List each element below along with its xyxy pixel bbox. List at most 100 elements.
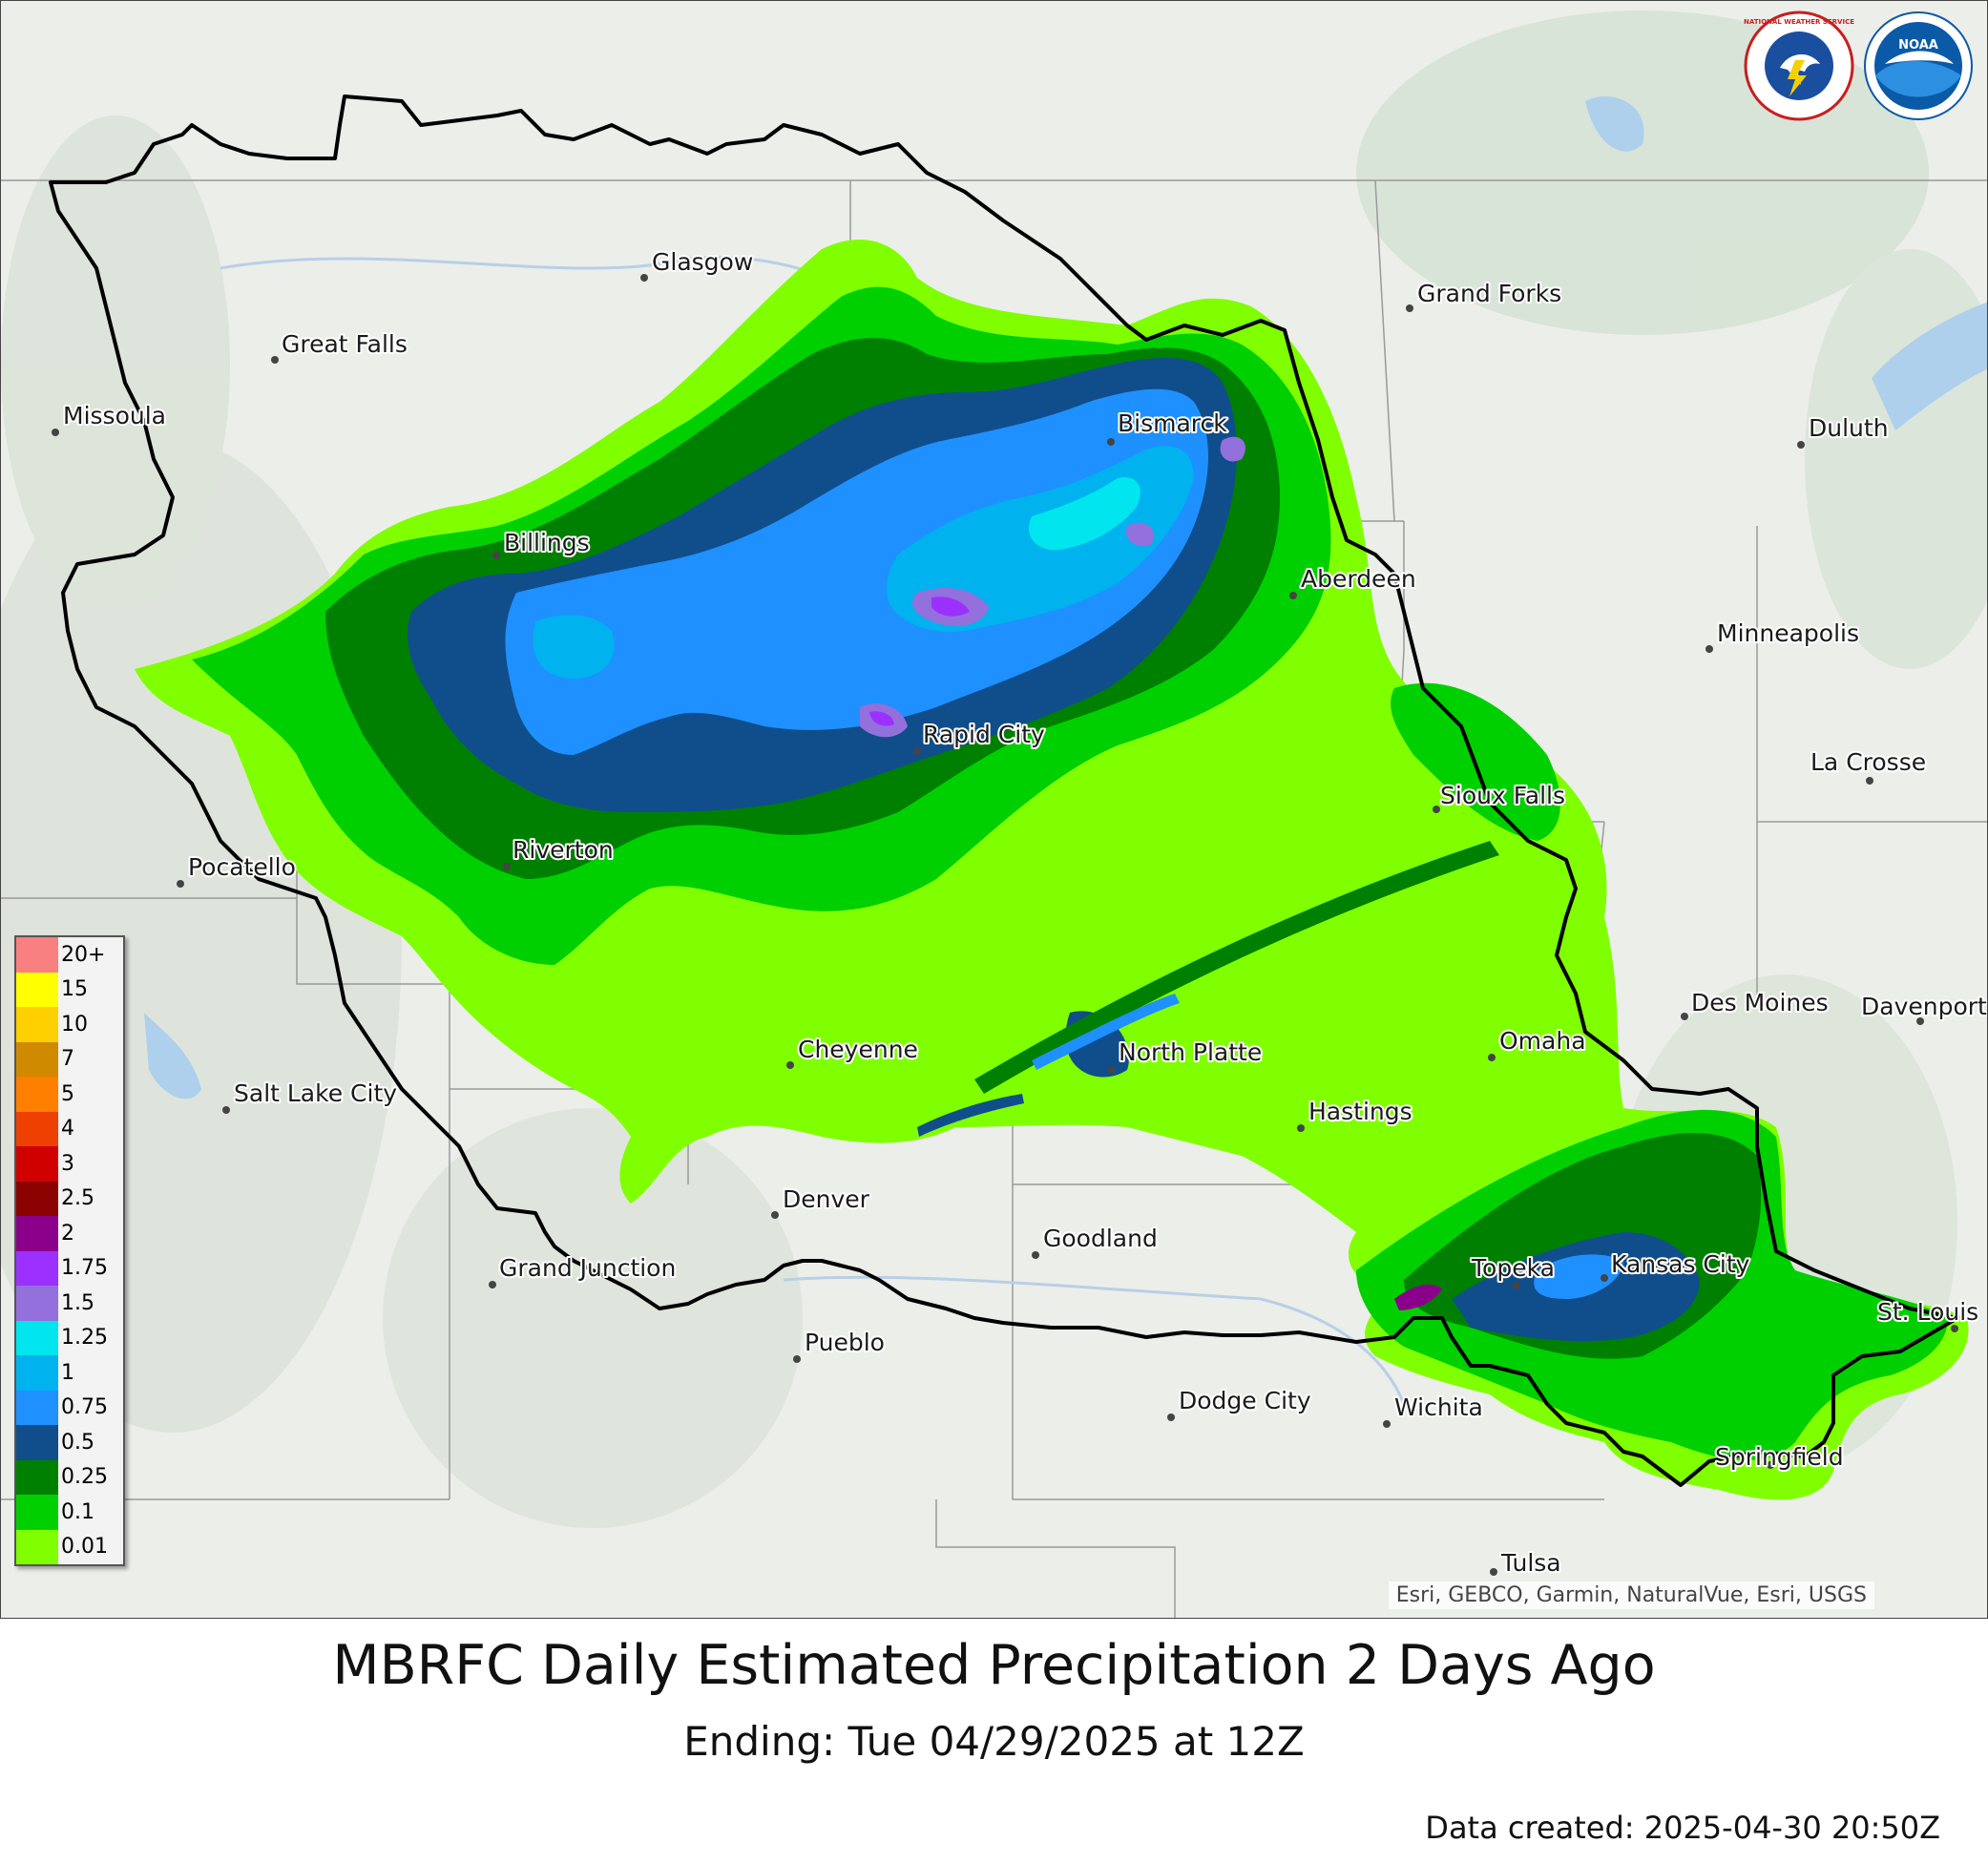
city-denver[interactable]: Denver (771, 1183, 872, 1219)
city-billings[interactable]: Billings (492, 527, 592, 559)
map-title: MBRFC Daily Estimated Precipitation 2 Da… (332, 1634, 1656, 1697)
svg-text:Topeka: Topeka (1471, 1254, 1555, 1282)
legend-swatch (16, 1495, 58, 1530)
city-glasgow[interactable]: Glasgow (640, 246, 755, 282)
svg-text:Bismarck: Bismarck (1118, 409, 1227, 437)
city-st-louis[interactable]: St. Louis (1875, 1296, 1980, 1332)
svg-text:Tulsa: Tulsa (1500, 1549, 1561, 1577)
city-riverton[interactable]: Riverton (503, 834, 616, 870)
map-subtitle: Ending: Tue 04/29/2025 at 12Z (683, 1718, 1305, 1765)
legend-label: 0.01 (58, 1529, 123, 1564)
svg-text:Hastings: Hastings (1308, 1098, 1413, 1125)
legend-swatch (16, 1216, 58, 1251)
svg-text:Billings: Billings (504, 529, 590, 556)
legend-swatch (16, 1320, 58, 1355)
precip-2 (1394, 1284, 1442, 1310)
svg-text:Great Falls: Great Falls (282, 330, 408, 358)
precip-1.75 (869, 597, 970, 726)
legend-row: 20+ (16, 937, 123, 973)
precipitation-legend: 20+ 15 10 7 5 4 3 2.5 2 1.75 1.5 1.25 1 0.75 0.5 0.25 0.… (14, 935, 125, 1566)
legend-label: 0.75 (58, 1390, 123, 1425)
legend-swatch (16, 937, 58, 973)
city-pocatello[interactable]: Pocatello (177, 851, 298, 888)
city-salt-lake-city[interactable]: Salt Lake City (222, 1078, 399, 1114)
city-goodland[interactable]: Goodland (1032, 1223, 1160, 1259)
svg-text:North Platte: North Platte (1119, 1038, 1262, 1066)
city-aberdeen[interactable]: Aberdeen (1289, 563, 1418, 599)
svg-text:Glasgow: Glasgow (652, 248, 753, 276)
city-great-falls[interactable]: Great Falls (271, 328, 409, 364)
svg-text:La Crosse: La Crosse (1810, 748, 1926, 776)
svg-text:St. Louis: St. Louis (1877, 1298, 1978, 1326)
svg-text:Minneapolis: Minneapolis (1717, 619, 1859, 647)
svg-text:Dodge City: Dodge City (1179, 1387, 1311, 1414)
city-rapid-city[interactable]: Rapid City (913, 719, 1047, 755)
svg-text:Grand Junction: Grand Junction (499, 1254, 676, 1282)
city-minneapolis[interactable]: Minneapolis (1705, 618, 1861, 653)
legend-label: 20+ (58, 937, 123, 973)
city-tulsa[interactable]: Tulsa (1490, 1547, 1563, 1579)
legend-row: 15 (16, 972, 123, 1007)
nws-logo-text: NATIONAL WEATHER SERVICE (1744, 18, 1854, 26)
map-frame[interactable]: Glasgow Grand Forks Great Falls Missoula… (0, 0, 1988, 1619)
legend-row: 5 (16, 1077, 123, 1112)
legend-label: 0.5 (58, 1425, 123, 1460)
svg-text:Omaha: Omaha (1499, 1027, 1586, 1055)
noaa-logo-text: NOAA (1898, 38, 1938, 52)
precip-0.75 (505, 388, 1623, 1299)
legend-row: 2.5 (16, 1181, 123, 1216)
city-missoula[interactable]: Missoula (52, 400, 168, 436)
city-kansas-city[interactable]: Kansas City (1601, 1248, 1752, 1282)
city-omaha[interactable]: Omaha (1488, 1025, 1588, 1061)
precipitation-map[interactable]: Glasgow Grand Forks Great Falls Missoula… (1, 1, 1988, 1619)
legend-row: 10 (16, 1007, 123, 1042)
city-duluth[interactable]: Duluth (1797, 412, 1891, 449)
city-springfield[interactable]: Springfield (1713, 1441, 1846, 1473)
svg-text:Duluth: Duluth (1809, 414, 1889, 442)
city-des-moines[interactable]: Des Moines (1681, 987, 1831, 1020)
legend-label: 2 (58, 1216, 123, 1251)
legend-row: 4 (16, 1111, 123, 1146)
city-grand-junction[interactable]: Grand Junction (489, 1252, 678, 1288)
legend-label: 7 (58, 1041, 123, 1077)
legend-row: 2 (16, 1216, 123, 1251)
legend-swatch (16, 1425, 58, 1460)
city-topeka[interactable]: Topeka (1469, 1252, 1557, 1289)
city-la-crosse[interactable]: La Crosse (1809, 746, 1928, 785)
city-dodge-city[interactable]: Dodge City (1167, 1385, 1313, 1421)
legend-swatch (16, 1111, 58, 1146)
city-pueblo[interactable]: Pueblo (793, 1327, 887, 1363)
legend-row: 1.5 (16, 1286, 123, 1321)
legend-label: 1 (58, 1355, 123, 1391)
city-bismarck[interactable]: Bismarck (1107, 408, 1229, 446)
legend-swatch (16, 1390, 58, 1425)
legend-swatch (16, 1007, 58, 1042)
legend-label: 2.5 (58, 1181, 123, 1216)
city-cheyenne[interactable]: Cheyenne (786, 1034, 920, 1069)
legend-label: 10 (58, 1007, 123, 1042)
city-hastings[interactable]: Hastings (1297, 1096, 1414, 1132)
legend-swatch (16, 1077, 58, 1112)
legend-label: 1.5 (58, 1286, 123, 1321)
city-davenport[interactable]: Davenport (1859, 991, 1987, 1025)
legend-row: 1 (16, 1355, 123, 1391)
legend-row: 0.25 (16, 1459, 123, 1495)
city-north-platte[interactable]: North Platte (1107, 1037, 1264, 1074)
legend-row: 1.75 (16, 1250, 123, 1286)
legend-label: 0.25 (58, 1459, 123, 1495)
great-salt-lake (144, 1013, 201, 1100)
svg-text:Davenport: Davenport (1861, 993, 1987, 1020)
legend-label: 5 (58, 1077, 123, 1112)
city-sioux-falls[interactable]: Sioux Falls (1433, 780, 1567, 813)
nws-logo: NATIONAL WEATHER SERVICE (1744, 10, 1854, 121)
svg-text:Rapid City: Rapid City (923, 721, 1045, 748)
svg-text:Riverton: Riverton (513, 836, 614, 864)
precipitation-overlay (135, 240, 1969, 1500)
city-wichita[interactable]: Wichita (1383, 1392, 1485, 1428)
legend-swatch (16, 1529, 58, 1564)
legend-label: 3 (58, 1146, 123, 1182)
svg-text:Pocatello: Pocatello (188, 853, 296, 881)
svg-text:Missoula: Missoula (63, 402, 166, 429)
city-grand-forks[interactable]: Grand Forks (1406, 278, 1563, 312)
svg-text:Salt Lake City: Salt Lake City (234, 1079, 397, 1107)
